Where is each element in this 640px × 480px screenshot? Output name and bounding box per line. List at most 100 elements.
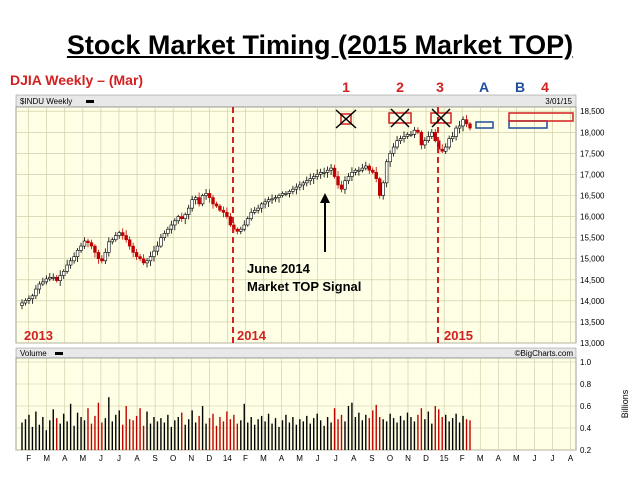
month-label: M — [296, 454, 303, 463]
month-label: M — [80, 454, 87, 463]
symbol-swatch — [86, 100, 94, 103]
candle-body — [207, 193, 212, 198]
month-label: M — [43, 454, 50, 463]
candle-body — [277, 195, 281, 198]
candle-body — [301, 182, 306, 186]
candle-body — [298, 184, 302, 188]
candle-body — [367, 165, 371, 171]
price-axis: 13,000 13,500 14,000 14,500 15,000 15,500 16,0… — [580, 107, 605, 348]
candle-body — [124, 235, 128, 241]
candle-body — [291, 188, 295, 192]
candle-body — [388, 153, 392, 163]
candle-body — [259, 203, 264, 209]
volume-tick-label: 0.8 — [580, 380, 592, 389]
candle-body — [284, 193, 288, 195]
signal-marker-2 — [388, 108, 412, 128]
candle-body — [350, 172, 354, 177]
candle-body — [312, 176, 316, 179]
candle-body — [325, 169, 330, 173]
month-label: S — [152, 454, 157, 463]
signal-label-b: B — [515, 79, 525, 95]
month-label: A — [496, 454, 502, 463]
candle-body — [65, 264, 69, 272]
candle-body — [374, 172, 378, 179]
candle-body — [186, 207, 191, 215]
candle-body — [395, 140, 399, 148]
candle-body — [41, 281, 45, 285]
candle-body — [176, 216, 180, 222]
candle-body — [287, 190, 292, 194]
month-label: S — [369, 454, 374, 463]
candle-body — [239, 228, 243, 232]
candle-body — [263, 201, 267, 205]
candle-body — [343, 180, 347, 190]
price-tick-label: 18,000 — [580, 128, 605, 137]
candle-body — [419, 131, 424, 146]
candle-body — [266, 199, 271, 203]
candle-body — [72, 256, 76, 262]
candle-body — [121, 232, 125, 236]
candle-body — [93, 245, 97, 253]
volume-tick-label: 0.4 — [580, 424, 592, 433]
candle-body — [44, 278, 49, 283]
month-label: M — [260, 454, 267, 463]
candle-body — [100, 258, 104, 262]
page-title: Stock Market Timing (2015 Market TOP) — [66, 30, 574, 60]
candle-body — [378, 178, 382, 196]
candle-body — [197, 197, 201, 205]
candle-body — [96, 252, 101, 260]
candle-body — [193, 197, 198, 201]
candle-body — [461, 119, 465, 127]
month-label: F — [26, 454, 31, 463]
month-label: D — [423, 454, 429, 463]
month-label: 14 — [223, 454, 232, 463]
chart-date-label: 3/01/15 — [545, 97, 572, 106]
candle-body — [152, 250, 156, 257]
month-label: M — [513, 454, 520, 463]
candle-body — [371, 169, 375, 173]
price-tick-label: 17,500 — [580, 149, 605, 158]
month-label: A — [568, 454, 574, 463]
candle-body — [30, 295, 35, 300]
candle-body — [225, 212, 229, 217]
candle-body — [117, 232, 121, 236]
candle-body — [114, 235, 118, 241]
month-label: F — [243, 454, 248, 463]
volume-title: Volume — [20, 349, 47, 358]
candle-body — [103, 252, 108, 262]
candle-body — [391, 146, 396, 154]
candle-body — [398, 138, 403, 142]
annotation-arrowhead — [320, 193, 330, 203]
price-panel-header — [15, 94, 577, 108]
projection-box-4 — [508, 112, 574, 122]
candle-body — [169, 224, 174, 230]
candle-body — [433, 131, 437, 142]
candle-body — [148, 256, 153, 262]
candle-body — [107, 241, 111, 253]
volume-tick-label: 1.0 — [580, 358, 592, 367]
candle-body — [308, 178, 312, 182]
month-label: M — [477, 454, 484, 463]
candle-body — [190, 199, 194, 209]
candle-body — [138, 256, 142, 260]
month-axis: F M A M J J A S O N D 14 F M A M J J A S O N D 15 F M A M J J A — [26, 454, 574, 463]
candle-body — [440, 148, 444, 152]
candle-body — [23, 300, 28, 304]
candle-body — [256, 207, 260, 211]
candle-body — [364, 165, 368, 169]
year-label-2015: 2015 — [444, 328, 473, 343]
annotation-line-2: Market TOP Signal — [247, 279, 361, 294]
candle-body — [200, 195, 205, 205]
candle-body — [315, 174, 319, 177]
candle-body — [273, 197, 278, 200]
price-tick-label: 13,000 — [580, 339, 605, 348]
candle-body — [353, 169, 358, 173]
candle-body — [211, 197, 215, 205]
signal-label-a: A — [479, 79, 489, 95]
candle-body — [447, 138, 451, 148]
candle-body — [155, 245, 160, 252]
month-label: N — [188, 454, 194, 463]
candle-body — [141, 258, 146, 264]
candle-body — [402, 136, 406, 139]
volume-swatch — [55, 352, 63, 355]
